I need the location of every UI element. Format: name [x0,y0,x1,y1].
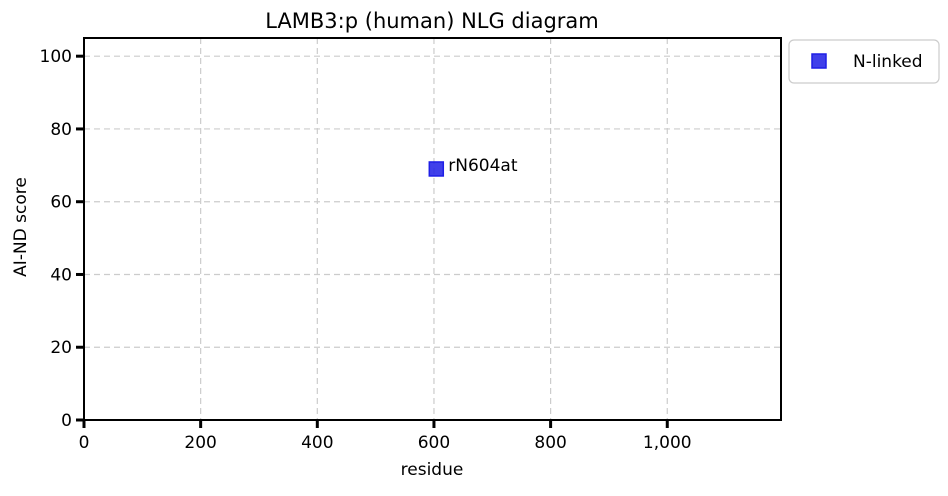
x-axis-label: residue [401,460,464,480]
x-tick-label: 1,000 [643,433,692,453]
chart-title: LAMB3:p (human) NLG diagram [265,9,599,33]
x-tick-label: 800 [534,433,566,453]
x-tick-label: 200 [184,433,216,453]
y-tick-label: 80 [50,120,72,140]
plot-frame [83,37,782,421]
legend: N-linked [788,39,940,84]
x-tick-label: 0 [79,433,90,453]
y-axis-label: AI-ND score [11,177,31,277]
legend-marker-square [811,53,827,69]
axes [83,37,782,421]
y-tick-label: 100 [40,47,72,67]
x-tick-label: 400 [301,433,333,453]
data-points: rN604at [428,156,518,177]
y-tick-label: 40 [50,265,72,285]
legend-label-n-linked: N-linked [853,52,923,72]
x-axis-ticks: 0 200 400 600 800 1,000 [79,420,692,453]
y-tick-label: 60 [50,193,72,213]
y-tick-label: 20 [50,338,72,358]
grid-lines [83,38,781,421]
data-point-label: rN604at [448,156,518,176]
y-axis-ticks: 0 20 40 60 80 100 [40,47,84,431]
x-tick-label: 600 [418,433,450,453]
legend-frame [788,39,940,84]
data-point-square [428,161,445,177]
y-tick-label: 0 [61,411,72,431]
